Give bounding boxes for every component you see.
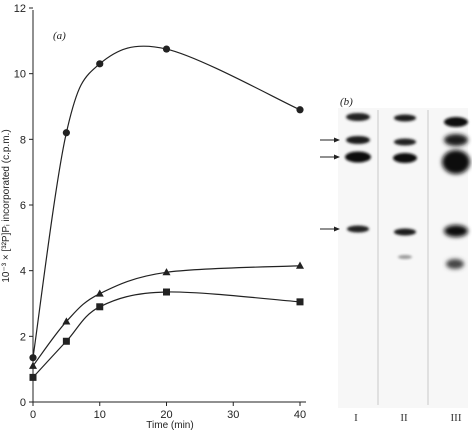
panel-label-b: (b) (340, 96, 353, 108)
gel-band (394, 138, 416, 146)
gel-band (345, 151, 371, 163)
arrow-marker (320, 154, 340, 160)
gel-band (394, 114, 416, 122)
x-tick-label: 10 (94, 409, 106, 421)
arrow-marker (320, 226, 340, 232)
data-point-square (29, 373, 37, 381)
data-point-square (163, 288, 170, 296)
data-point-square (62, 337, 70, 345)
gel-band (444, 117, 468, 127)
lane-label-2: II (400, 412, 408, 424)
gel-band (398, 255, 412, 259)
y-tick-label: 0 (20, 397, 26, 409)
panel-label-a: (a) (53, 30, 66, 42)
gel-band (346, 113, 370, 121)
line-chart-panel: 0 2 4 6 8 10 12 0 10 20 30 40 (a) Time (min) 10⁻³ … (1, 3, 306, 431)
y-tick-label: 6 (20, 200, 26, 212)
data-point-square (96, 303, 104, 311)
x-axis-ticks: 0 10 20 30 40 (30, 402, 306, 421)
gel-band (393, 153, 417, 163)
x-tick-label: 20 (160, 409, 172, 421)
x-tick-label: 0 (30, 409, 36, 421)
gel-band (444, 225, 468, 237)
gel-band (394, 228, 416, 236)
data-point-triangle (296, 261, 304, 269)
gel-panel: (b) I II (320, 96, 470, 424)
series-line-square (32, 291, 301, 378)
y-tick-label: 10 (14, 69, 26, 81)
y-tick-label: 12 (14, 3, 26, 15)
y-axis-ticks: 0 2 4 6 8 10 12 (14, 3, 33, 409)
lane-label-3: III (451, 412, 462, 424)
lane-label-1: I (354, 412, 358, 424)
data-point-triangle (62, 317, 71, 325)
data-point-circle (62, 129, 70, 137)
gel-band (346, 136, 370, 144)
x-axis-title: Time (min) (146, 420, 193, 431)
x-tick-label: 30 (227, 409, 239, 421)
data-point-triangle (162, 268, 171, 276)
series-line-circle (32, 45, 301, 358)
y-tick-label: 4 (20, 266, 26, 278)
y-tick-label: 2 (20, 331, 26, 343)
gel-band (444, 134, 468, 146)
y-tick-label: 8 (20, 134, 26, 146)
data-point-triangle (95, 289, 104, 297)
data-point-circle (29, 354, 37, 362)
data-point-square (296, 298, 304, 306)
arrow-marker (320, 137, 340, 143)
x-tick-label: 40 (294, 409, 306, 421)
data-point-circle (96, 60, 104, 68)
data-point-triangle (29, 361, 37, 369)
data-point-circle (296, 106, 304, 114)
gel-band (347, 225, 369, 233)
series-layer (29, 45, 304, 381)
gel-band (446, 259, 464, 269)
gel-band (442, 150, 470, 174)
y-axis-title: 10⁻³ × [³²P]Pᵢ incorporated (c.p.m.) (1, 129, 12, 282)
data-point-circle (162, 45, 171, 53)
series-line-triangle (32, 265, 301, 367)
